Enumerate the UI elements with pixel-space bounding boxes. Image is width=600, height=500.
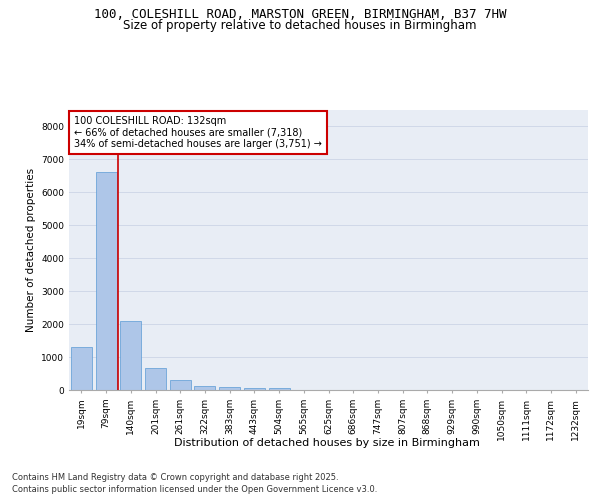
Bar	[170, 380, 191, 390]
Text: Contains HM Land Registry data © Crown copyright and database right 2025.: Contains HM Land Registry data © Crown c…	[12, 472, 338, 482]
Text: Size of property relative to detached houses in Birmingham: Size of property relative to detached ho…	[123, 19, 477, 32]
Text: 100 COLESHILL ROAD: 132sqm
← 66% of detached houses are smaller (7,318)
34% of s: 100 COLESHILL ROAD: 132sqm ← 66% of deta…	[74, 116, 322, 149]
Text: Distribution of detached houses by size in Birmingham: Distribution of detached houses by size …	[174, 438, 480, 448]
Bar	[95, 172, 116, 390]
Bar	[71, 347, 92, 390]
Bar	[219, 388, 240, 390]
Text: Contains public sector information licensed under the Open Government Licence v3: Contains public sector information licen…	[12, 485, 377, 494]
Y-axis label: Number of detached properties: Number of detached properties	[26, 168, 35, 332]
Bar	[120, 321, 141, 390]
Bar	[194, 386, 215, 390]
Bar	[244, 388, 265, 390]
Bar	[145, 368, 166, 390]
Bar	[269, 388, 290, 390]
Text: 100, COLESHILL ROAD, MARSTON GREEN, BIRMINGHAM, B37 7HW: 100, COLESHILL ROAD, MARSTON GREEN, BIRM…	[94, 8, 506, 20]
